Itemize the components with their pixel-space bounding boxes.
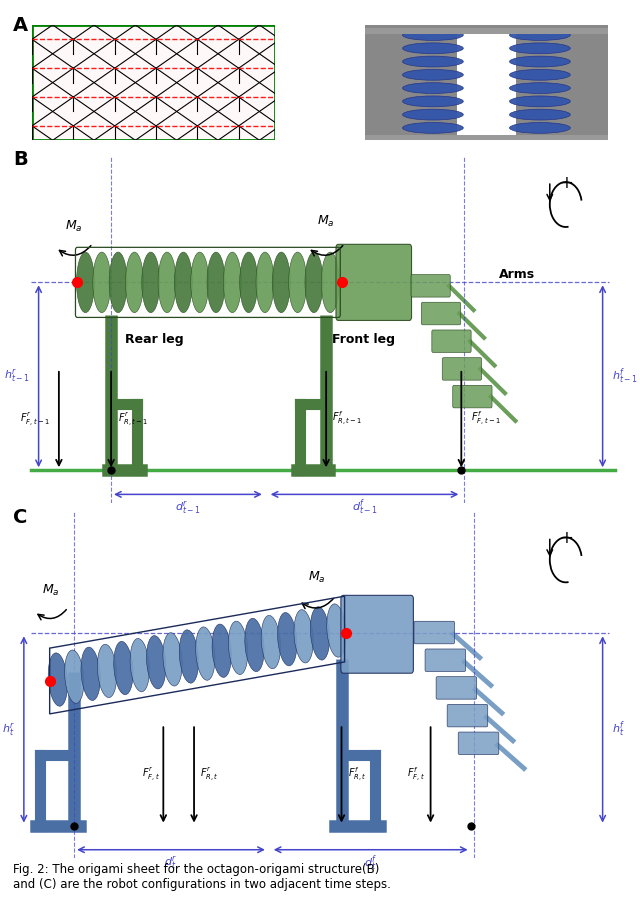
FancyBboxPatch shape — [452, 386, 492, 408]
Ellipse shape — [256, 252, 274, 313]
Ellipse shape — [223, 252, 241, 313]
Text: B: B — [13, 150, 28, 169]
Ellipse shape — [147, 636, 166, 689]
Ellipse shape — [310, 606, 330, 660]
Ellipse shape — [93, 252, 111, 313]
Ellipse shape — [48, 653, 67, 706]
FancyBboxPatch shape — [436, 677, 477, 700]
Text: $F^f_{F,t}$: $F^f_{F,t}$ — [406, 765, 424, 784]
Ellipse shape — [321, 252, 339, 313]
FancyBboxPatch shape — [432, 330, 471, 353]
Ellipse shape — [81, 647, 100, 701]
FancyBboxPatch shape — [421, 302, 461, 325]
Ellipse shape — [114, 641, 133, 695]
Text: $h^r_{t-1}$: $h^r_{t-1}$ — [4, 368, 30, 385]
Ellipse shape — [207, 252, 225, 313]
Text: $F^r_{F,t}$: $F^r_{F,t}$ — [142, 766, 160, 783]
FancyBboxPatch shape — [447, 704, 488, 727]
Ellipse shape — [273, 252, 291, 313]
Ellipse shape — [509, 109, 570, 120]
Ellipse shape — [278, 613, 297, 665]
Ellipse shape — [142, 252, 160, 313]
Ellipse shape — [403, 123, 463, 133]
Ellipse shape — [163, 632, 182, 686]
FancyBboxPatch shape — [442, 357, 481, 380]
Ellipse shape — [97, 644, 116, 698]
Text: $F^r_{R,t-1}$: $F^r_{R,t-1}$ — [118, 411, 149, 427]
Text: +: + — [559, 529, 573, 547]
Ellipse shape — [158, 252, 176, 313]
Text: $F^f_{R,t}$: $F^f_{R,t}$ — [348, 765, 366, 784]
Text: $M_a$: $M_a$ — [317, 214, 335, 229]
Ellipse shape — [509, 56, 570, 67]
Bar — [365, 135, 608, 140]
Text: Front leg: Front leg — [332, 333, 394, 346]
Ellipse shape — [403, 56, 463, 67]
Ellipse shape — [196, 627, 215, 680]
Bar — [365, 28, 608, 33]
Ellipse shape — [109, 252, 127, 313]
Ellipse shape — [65, 650, 84, 703]
Text: $d^r_{t-1}$: $d^r_{t-1}$ — [175, 499, 201, 516]
Ellipse shape — [509, 123, 570, 133]
Ellipse shape — [305, 252, 323, 313]
Text: Rear leg: Rear leg — [125, 333, 184, 346]
Ellipse shape — [289, 252, 307, 313]
Ellipse shape — [191, 252, 209, 313]
Ellipse shape — [240, 252, 258, 313]
Text: $M_a$: $M_a$ — [308, 569, 326, 584]
Text: +: + — [559, 174, 573, 192]
Ellipse shape — [130, 639, 149, 692]
Text: $d^f_t$: $d^f_t$ — [364, 853, 378, 872]
Text: Arms: Arms — [499, 268, 534, 282]
FancyBboxPatch shape — [425, 649, 466, 672]
Text: $h^r_t$: $h^r_t$ — [3, 721, 16, 737]
Ellipse shape — [175, 252, 193, 313]
Ellipse shape — [228, 621, 248, 675]
FancyBboxPatch shape — [414, 621, 454, 644]
Bar — [457, 28, 516, 138]
Ellipse shape — [403, 83, 463, 93]
Ellipse shape — [509, 30, 570, 41]
Text: $h^f_t$: $h^f_t$ — [612, 720, 625, 739]
Ellipse shape — [245, 618, 264, 672]
Ellipse shape — [509, 96, 570, 107]
Ellipse shape — [403, 96, 463, 107]
FancyBboxPatch shape — [411, 275, 451, 297]
Text: $d^f_{t-1}$: $d^f_{t-1}$ — [351, 497, 378, 517]
Ellipse shape — [294, 609, 313, 663]
FancyBboxPatch shape — [458, 732, 499, 755]
FancyBboxPatch shape — [341, 595, 413, 673]
Ellipse shape — [509, 69, 570, 80]
Text: C: C — [13, 508, 27, 527]
Text: $F^f_{F,t-1}$: $F^f_{F,t-1}$ — [470, 410, 500, 428]
Text: Fig. 2: The origami sheet for the octagon-origami structure(B)
and (C) are the r: Fig. 2: The origami sheet for the octago… — [13, 863, 390, 891]
Ellipse shape — [509, 42, 570, 54]
Text: $F^r_{R,t}$: $F^r_{R,t}$ — [200, 766, 219, 783]
Text: $F^f_{R,t-1}$: $F^f_{R,t-1}$ — [332, 410, 363, 428]
Text: $M_a$: $M_a$ — [65, 219, 83, 234]
Text: $F^r_{F,t-1}$: $F^r_{F,t-1}$ — [20, 411, 50, 427]
Ellipse shape — [403, 30, 463, 41]
Ellipse shape — [77, 252, 95, 313]
Ellipse shape — [261, 616, 280, 669]
Text: $d^r_t$: $d^r_t$ — [164, 855, 178, 871]
Ellipse shape — [509, 83, 570, 93]
Text: A: A — [13, 16, 28, 35]
Ellipse shape — [179, 629, 198, 683]
Ellipse shape — [403, 69, 463, 80]
FancyBboxPatch shape — [336, 245, 412, 320]
Ellipse shape — [327, 604, 346, 657]
Ellipse shape — [212, 624, 231, 677]
Text: $M_a$: $M_a$ — [42, 582, 60, 598]
Ellipse shape — [403, 109, 463, 120]
Ellipse shape — [125, 252, 143, 313]
Ellipse shape — [403, 42, 463, 54]
Text: $h^f_{t-1}$: $h^f_{t-1}$ — [612, 366, 637, 386]
